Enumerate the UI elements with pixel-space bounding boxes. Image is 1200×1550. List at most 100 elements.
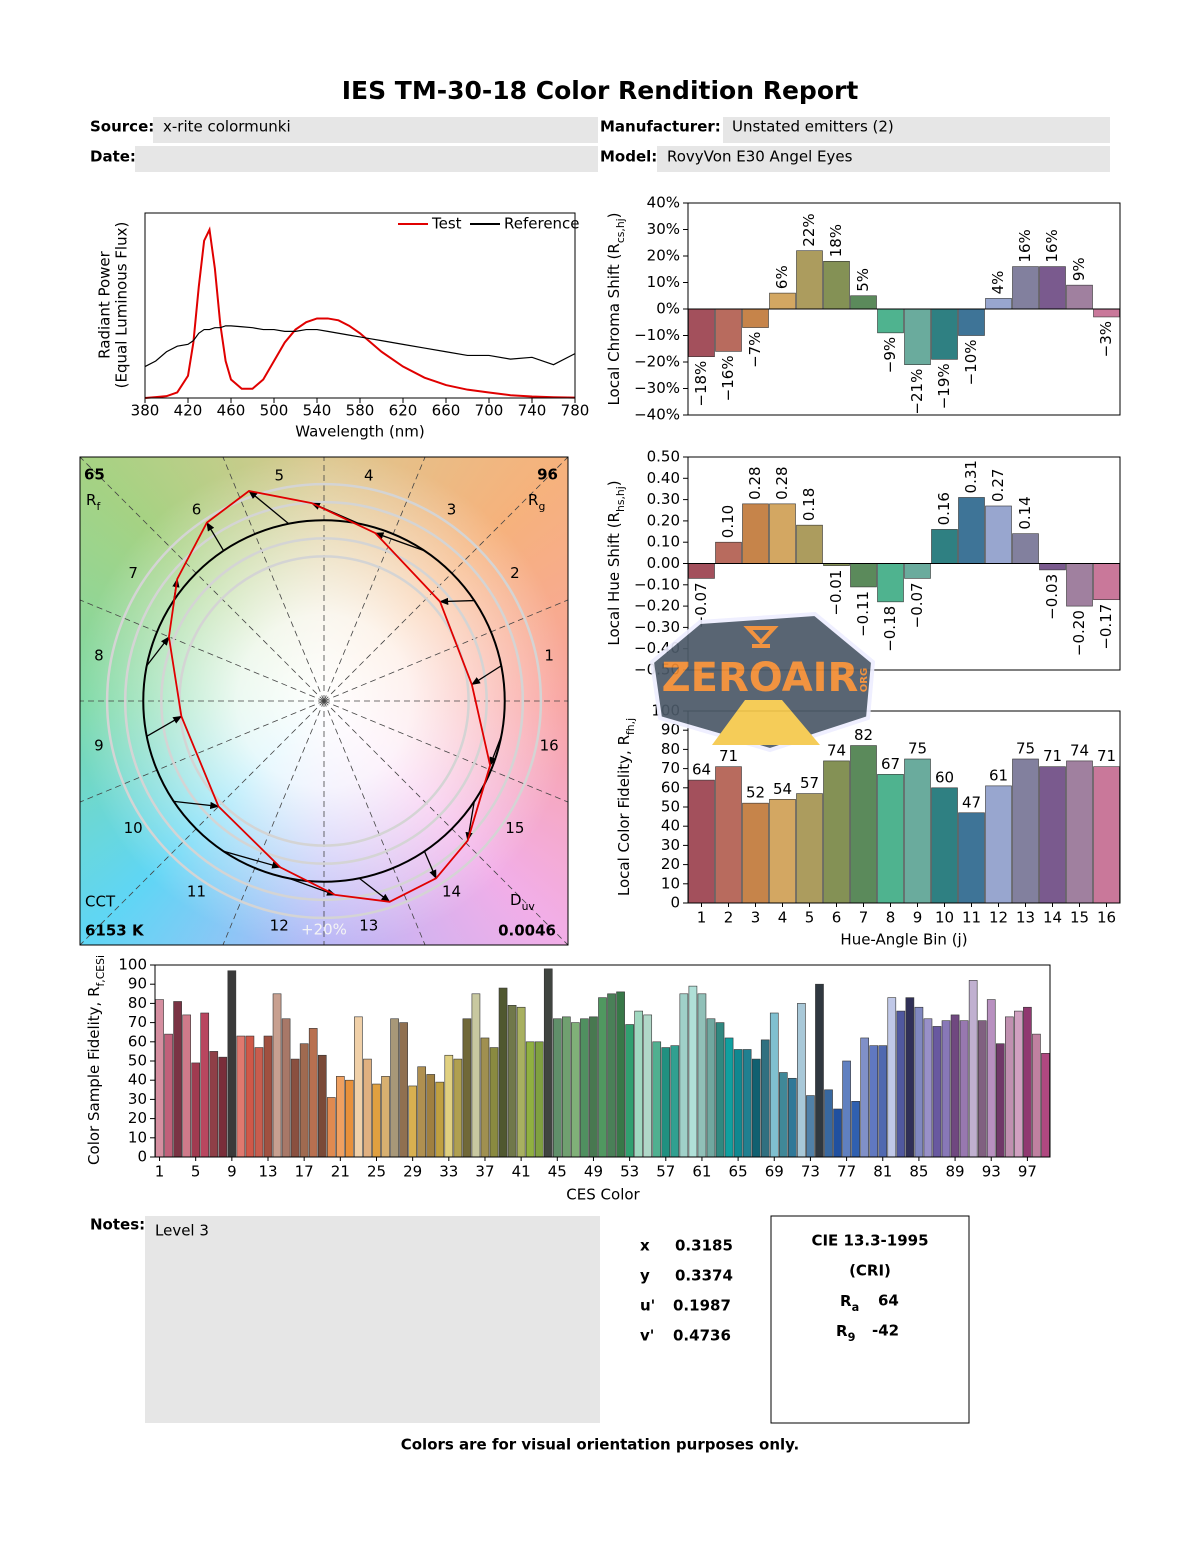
value-label: 0.18 (800, 488, 818, 521)
bar (815, 983, 824, 1158)
value-label: −0.11 (854, 591, 872, 637)
bar (697, 993, 707, 1158)
ring (160, 537, 488, 865)
bar (598, 997, 607, 1158)
shift-arrow (206, 521, 225, 552)
watermark-road (712, 700, 820, 745)
bar (254, 1047, 264, 1158)
legend-label: Reference (504, 215, 580, 233)
x-tick-label: 53 (620, 1163, 639, 1181)
bar (796, 524, 823, 564)
y-axis-label-part: Local Color Fidelity, R (615, 735, 633, 896)
reference-circle (142, 519, 506, 883)
chromaticity: x 0.3185 y 0.3374 u' 0.1987 v' 0.4736 (640, 1237, 733, 1345)
x-tick-label: 9 (913, 909, 923, 927)
y-tick-label: −40% (634, 406, 680, 424)
bar (715, 541, 742, 564)
bar (688, 563, 715, 579)
shift-arrow (248, 490, 290, 525)
x-tick-label: 15 (1070, 909, 1089, 927)
bar (769, 503, 796, 564)
field-value: x-rite colormunki (163, 118, 291, 136)
value-label: −16% (719, 355, 737, 401)
bar (932, 1026, 942, 1158)
bar (878, 1045, 888, 1158)
x-tick-label: 7 (859, 909, 869, 927)
bar (191, 1062, 201, 1158)
x-tick-label: 1 (697, 909, 707, 927)
bar (715, 766, 742, 904)
plot-frame (79, 456, 569, 946)
bar (904, 308, 931, 365)
value-label: −10% (962, 340, 980, 386)
bar (1093, 563, 1120, 601)
x-tick-label: 16 (1097, 909, 1116, 927)
ra-sub: a (852, 1301, 860, 1314)
bar (823, 760, 850, 904)
hue-bin-label: 16 (540, 736, 559, 754)
coord-label: x (640, 1237, 650, 1255)
bar (562, 1016, 571, 1158)
ra-r: R (840, 1292, 852, 1310)
y-axis-label: (Equal Luminous Flux) (113, 222, 131, 389)
bar (959, 1020, 969, 1158)
value-label: 0.28 (773, 466, 791, 499)
bar (507, 1005, 517, 1158)
x-tick-label: 10 (935, 909, 954, 927)
rf-label-part: f (96, 500, 100, 513)
shift-arrow (358, 877, 391, 903)
bar (833, 1108, 842, 1158)
bar (1039, 563, 1066, 571)
y-tick-label: 70 (661, 759, 680, 777)
value-label: 74 (827, 741, 846, 759)
y-tick-label: 0% (656, 300, 680, 318)
y-tick-label: 20 (128, 1109, 147, 1127)
bar (408, 1085, 417, 1158)
duv-value: 0.0046 (498, 922, 556, 940)
value-label: −0.18 (881, 606, 899, 652)
cri-box (770, 1215, 970, 1424)
bar (453, 1058, 463, 1158)
x-tick-label: 57 (656, 1163, 675, 1181)
x-tick-label: 69 (765, 1163, 784, 1181)
value-label: 64 (692, 761, 711, 779)
x-tick-label: 380 (131, 402, 160, 420)
y-tick-label: 0 (670, 894, 680, 912)
notes-label: Notes: (90, 1216, 145, 1234)
bar (850, 745, 877, 904)
x-tick-label: 17 (295, 1163, 314, 1181)
y-tick-label: 40 (661, 817, 680, 835)
bar (1014, 1010, 1023, 1158)
bar (688, 779, 715, 904)
bar (1039, 766, 1066, 904)
x-tick-label: 61 (692, 1163, 711, 1181)
bar (706, 1018, 716, 1158)
value-label: 54 (773, 780, 792, 798)
bar (1012, 758, 1039, 904)
value-label: 71 (1097, 747, 1116, 765)
bar (715, 1022, 725, 1158)
bar (345, 1079, 354, 1158)
x-tick-label: 41 (512, 1163, 531, 1181)
x-tick-label: 77 (837, 1163, 856, 1181)
x-tick-label: 13 (1016, 909, 1035, 927)
field-box (657, 146, 1110, 172)
value-label: 52 (746, 784, 765, 802)
bar (679, 993, 689, 1158)
x-tick-label: 5 (805, 909, 815, 927)
bar (914, 1006, 924, 1158)
x-tick-label: 2 (724, 909, 734, 927)
watermark-icon (743, 626, 779, 648)
bar (462, 1018, 472, 1158)
y-axis-label: Local Chroma Shift (Rcs,hj) (605, 212, 627, 405)
coord-value: 0.3185 (675, 1237, 733, 1255)
hue-bin-label: 7 (128, 564, 138, 582)
hue-bin-label: 2 (510, 564, 520, 582)
bar (308, 1028, 318, 1158)
y-axis-label-part: ) (605, 212, 623, 218)
y-axis-label: Local Color Fidelity, Rfh,j (615, 718, 637, 896)
bar (1066, 760, 1093, 904)
footer: Colors are for visual orientation purpos… (401, 1436, 800, 1454)
bar (417, 1066, 427, 1158)
ring (105, 482, 543, 920)
